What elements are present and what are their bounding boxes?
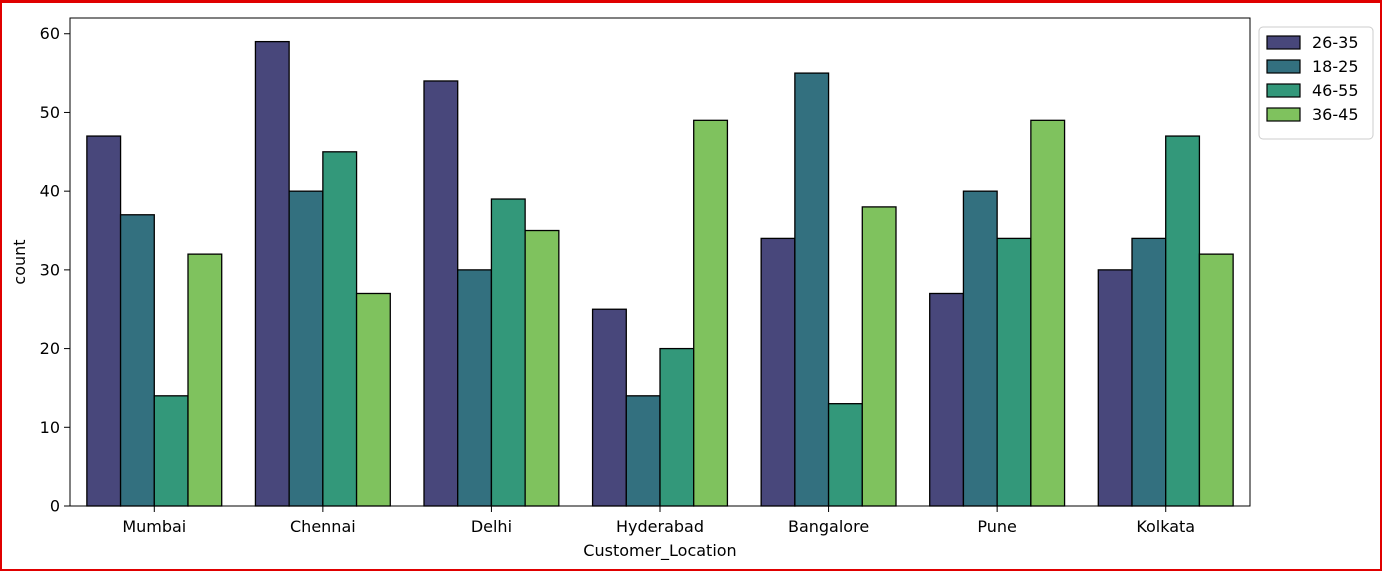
x-tick-label: Mumbai: [122, 517, 186, 536]
legend-label: 36-45: [1312, 105, 1359, 124]
bar-mumbai-36-45: [187, 253, 223, 507]
bar-bangalore-26-35: [760, 237, 796, 507]
y-tick-label: 60: [40, 24, 60, 43]
bar-pune-18-25: [962, 190, 998, 507]
x-tick-label: Bangalore: [788, 517, 869, 536]
bar-kolkata-18-25: [1131, 237, 1167, 507]
legend-swatch: [1266, 35, 1301, 50]
bar-hyderabad-26-35: [591, 308, 627, 507]
legend-label: 18-25: [1312, 57, 1359, 76]
bar-delhi-26-35: [423, 80, 459, 507]
bar-delhi-36-45: [524, 229, 560, 507]
bar-pune-46-55: [996, 237, 1032, 507]
bar-kolkata-26-35: [1097, 269, 1133, 507]
bar-mumbai-46-55: [153, 395, 189, 507]
legend-swatch: [1266, 83, 1301, 98]
bar-delhi-46-55: [490, 198, 526, 507]
x-tick-label: Kolkata: [1136, 517, 1195, 536]
bar-bangalore-18-25: [794, 72, 830, 507]
bar-bangalore-36-45: [861, 206, 897, 507]
legend-swatch: [1266, 107, 1301, 122]
bars-group: [86, 40, 1234, 507]
y-tick-label: 30: [40, 260, 60, 279]
bar-pune-36-45: [1030, 119, 1066, 507]
legend-label: 46-55: [1312, 81, 1359, 100]
x-axis-label: Customer_Location: [583, 541, 736, 561]
bar-hyderabad-18-25: [625, 395, 661, 507]
x-tick-label: Chennai: [290, 517, 356, 536]
bar-bangalore-46-55: [827, 403, 863, 507]
bar-chennai-46-55: [322, 151, 358, 507]
bar-kolkata-36-45: [1198, 253, 1234, 507]
y-tick-label: 50: [40, 103, 60, 122]
y-tick-label: 40: [40, 182, 60, 201]
x-tick-label: Delhi: [471, 517, 512, 536]
legend: 26-35 18-25 46-55 36-45: [1258, 26, 1374, 140]
bar-hyderabad-46-55: [659, 347, 695, 507]
bar-hyderabad-36-45: [693, 119, 729, 507]
bar-mumbai-18-25: [119, 214, 155, 507]
bar-delhi-18-25: [457, 269, 493, 507]
bar-chennai-26-35: [254, 40, 290, 507]
y-tick-label: 10: [40, 418, 60, 437]
x-tick-label: Hyderabad: [616, 517, 704, 536]
bar-chennai-18-25: [288, 190, 324, 507]
y-axis-label: count: [10, 239, 29, 284]
legend-label: 26-35: [1312, 33, 1359, 52]
bar-kolkata-46-55: [1165, 135, 1201, 507]
x-axis: Mumbai Chennai Delhi Hyderabad Bangalore Pune…: [122, 506, 1195, 536]
bar-pune-26-35: [929, 292, 965, 507]
x-tick-label: Pune: [977, 517, 1017, 536]
bar-mumbai-26-35: [86, 135, 122, 507]
y-tick-label: 0: [50, 497, 60, 516]
bar-chennai-36-45: [355, 292, 391, 507]
y-axis: 0 10 20 30 40 50 60: [40, 24, 70, 516]
y-tick-label: 20: [40, 339, 60, 358]
legend-swatch: [1266, 59, 1301, 74]
